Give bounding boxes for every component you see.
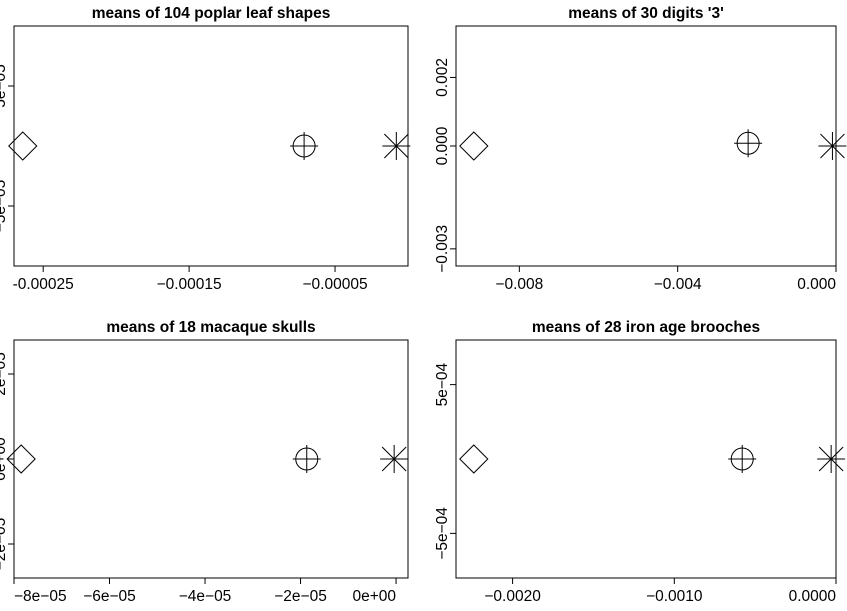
data-point-asterisk [818,132,847,160]
y-tick-label: −5e−04 [434,507,451,560]
chart-title: means of 18 macaque skulls [106,319,315,336]
x-tick-label: −0.004 [654,276,702,293]
y-tick-label: 0.000 [434,126,451,165]
data-point-diamond [459,131,489,161]
y-tick-label: 0.002 [434,58,451,97]
x-tick-label: −4e−05 [179,588,232,605]
x-tick-label: −0.0010 [646,588,703,605]
data-point-diamond [8,131,38,161]
x-tick-label: 0e+00 [353,588,397,605]
chart-title: means of 30 digits '3' [568,5,724,22]
data-point-circle-plus [292,445,321,473]
plot-frame [13,339,409,579]
x-tick-label: −0.00015 [157,276,222,293]
y-tick-label: 5e−04 [434,362,451,406]
data-point-asterisk [382,132,411,160]
y-tick-label: −2e−05 [0,518,9,571]
data-point-asterisk [817,445,846,473]
y-tick-label: −0.003 [434,225,451,273]
data-point-diamond [459,444,489,474]
chart-panel-4: means of 28 iron age brooches −0.0020 −0.0… [434,319,846,605]
x-tick-label: 0.0000 [789,588,837,605]
data-point-circle-plus [734,129,763,158]
data-point-circle-plus [728,445,757,473]
y-tick-label: −5e−05 [0,180,9,233]
x-tick-label: −0.00005 [302,276,367,293]
x-tick-label: −2e−05 [274,588,327,605]
y-tick-label: 0e+00 [0,437,9,481]
data-point-diamond [6,444,36,474]
chart-panel-1: means of 104 poplar leaf shapes -0.00025 −… [0,5,411,293]
x-tick-label: -0.00025 [13,276,74,293]
y-tick-label: 2e−05 [0,352,9,396]
x-tick-label: −6e−05 [83,588,136,605]
chart-panel-3: means of 18 macaque skulls −8e−05 −6e−05 −4… [0,319,409,605]
x-tick-label: −0.008 [495,276,543,293]
x-tick-label: −8e−05 [14,588,67,605]
data-point-asterisk [380,445,409,473]
plot-frame [455,339,837,579]
y-tick-label: 5e−05 [0,64,9,108]
plot-frame [13,25,409,267]
chart-title: means of 28 iron age brooches [532,319,760,336]
x-tick-label: 0.000 [797,276,836,293]
plot-frame [455,25,837,267]
data-point-circle-plus [290,132,319,160]
chart-panel-2: means of 30 digits '3' −0.008 −0.004 0.000 −… [434,5,847,293]
x-tick-label: −0.0020 [484,588,541,605]
chart-title: means of 104 poplar leaf shapes [92,5,331,22]
